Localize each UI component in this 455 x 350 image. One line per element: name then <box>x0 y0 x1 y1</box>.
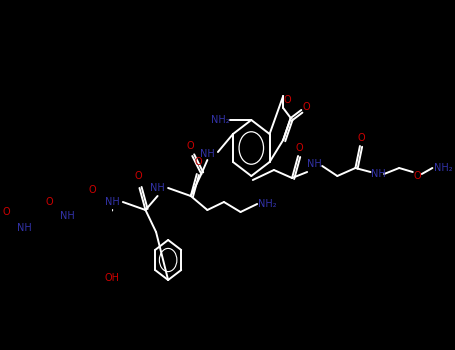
Text: NH: NH <box>200 149 215 159</box>
Text: NH₂: NH₂ <box>258 199 277 209</box>
Text: O: O <box>187 141 195 151</box>
Text: NH: NH <box>17 223 32 233</box>
Text: NH: NH <box>150 183 165 193</box>
Text: NH₂: NH₂ <box>211 115 230 125</box>
Text: NH: NH <box>105 197 120 207</box>
Text: O: O <box>358 133 365 143</box>
Text: O: O <box>283 95 291 105</box>
Text: NH: NH <box>371 169 385 179</box>
Text: O: O <box>3 207 10 217</box>
Text: NH₂: NH₂ <box>434 163 452 173</box>
Text: O: O <box>296 143 303 153</box>
Text: O: O <box>414 171 421 181</box>
Text: NH: NH <box>60 211 75 221</box>
Text: O: O <box>89 185 96 195</box>
Text: O: O <box>45 197 53 207</box>
Text: O: O <box>134 171 142 181</box>
Text: O: O <box>194 157 202 167</box>
Text: OH: OH <box>105 273 120 283</box>
Text: NH: NH <box>307 159 322 169</box>
Text: O: O <box>303 102 310 112</box>
